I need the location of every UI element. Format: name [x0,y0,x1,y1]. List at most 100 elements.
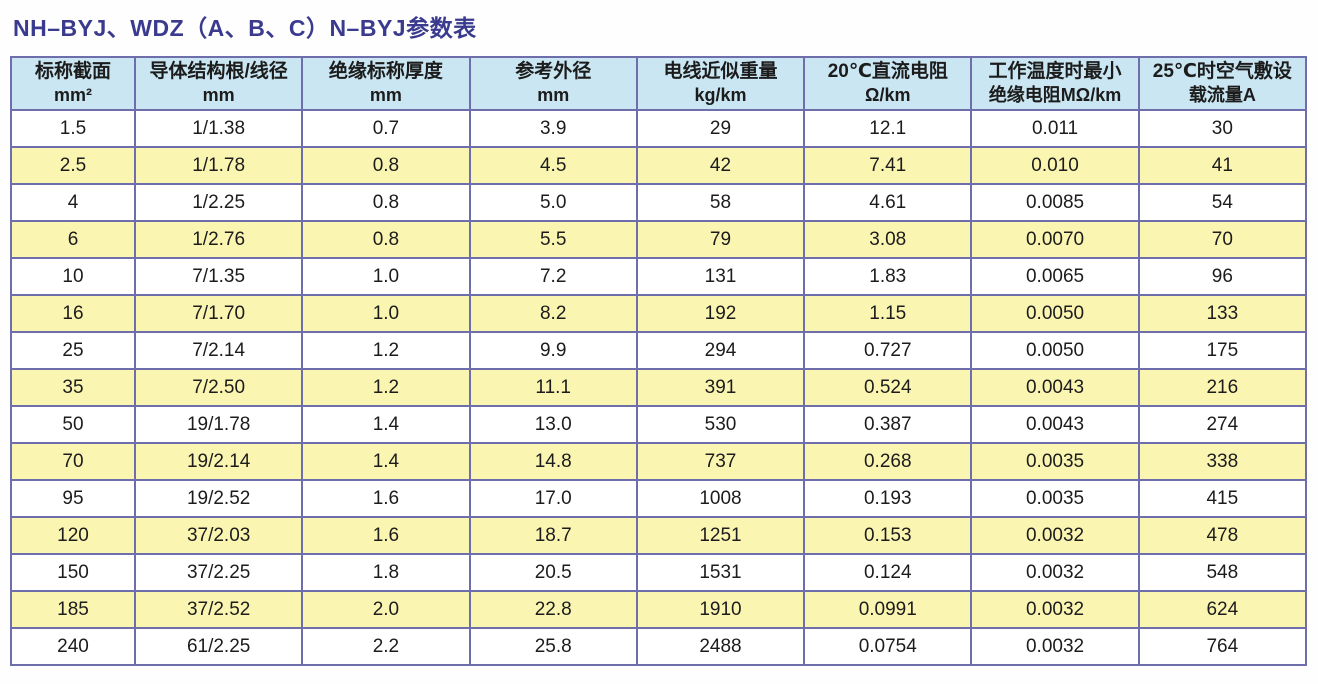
table-cell: 0.0035 [970,442,1140,481]
table-cell: 37/2.25 [133,553,304,592]
table-row: 4 1/2.25 0.8 5.0 58 4.61 0.0085 54 [10,183,1308,222]
column-header: 工作温度时最小 绝缘电阻MΩ/km [970,56,1140,111]
table-cell: 133 [1137,294,1308,333]
column-header-unit: mm [202,85,235,106]
table-cell: 0.524 [803,368,973,407]
parameters-table: 标称截面 mm² 导体结构根/线径 mm 绝缘标称厚度 mm 参考外径 mm 电线近似重量 kg/… [10,56,1308,666]
table-cell: 1.0 [301,294,471,333]
table-cell: 0.0991 [803,590,973,629]
table-row: 1.5 1/1.38 0.7 3.9 29 12.1 0.011 30 [10,109,1308,148]
table-cell: 7/1.70 [133,294,304,333]
column-header-name: 25℃时空气敷设 [1152,61,1292,83]
column-header-name: 导体结构根/线径 [149,61,288,83]
table-cell: 70 [1137,220,1308,259]
table-row: 35 7/2.50 1.2 11.1 391 0.524 0.0043 216 [10,368,1308,407]
column-header-unit: kg/km [694,85,747,106]
column-header: 25℃时空气敷设 载流量A [1137,56,1308,111]
table-cell: 764 [1137,627,1308,666]
table-cell: 6 [10,220,136,259]
table-cell: 79 [635,220,806,259]
table-cell: 216 [1137,368,1308,407]
table-row: 185 37/2.52 2.0 22.8 1910 0.0991 0.0032 624 [10,590,1308,629]
table-cell: 0.0043 [970,405,1140,444]
table-cell: 1/1.38 [133,109,304,148]
table-cell: 737 [635,442,806,481]
table-cell: 61/2.25 [133,627,304,666]
table-cell: 0.011 [970,109,1140,148]
column-header: 20℃直流电阻 Ω/km [803,56,973,111]
table-cell: 4.5 [468,146,638,185]
table-cell: 12.1 [803,109,973,148]
header-row: 标称截面 mm² 导体结构根/线径 mm 绝缘标称厚度 mm 参考外径 mm 电线近似重量 kg/… [10,56,1308,111]
table-cell: 0.8 [301,183,471,222]
column-header-name: 电线近似重量 [663,61,778,83]
table-cell: 0.0035 [970,479,1140,518]
column-header: 绝缘标称厚度 mm [301,56,471,111]
table-row: 150 37/2.25 1.8 20.5 1531 0.124 0.0032 548 [10,553,1308,592]
table-cell: 0.0754 [803,627,973,666]
column-header-unit: 载流量A [1188,85,1256,106]
column-header: 电线近似重量 kg/km [635,56,806,111]
table-cell: 240 [10,627,136,666]
table-cell: 3.9 [468,109,638,148]
table-cell: 7/1.35 [133,257,304,296]
table-cell: 548 [1137,553,1308,592]
table-cell: 338 [1137,442,1308,481]
table-cell: 0.010 [970,146,1140,185]
table-cell: 1/1.78 [133,146,304,185]
column-header: 导体结构根/线径 mm [133,56,304,111]
table-cell: 8.2 [468,294,638,333]
table-cell: 1.2 [301,331,471,370]
table-cell: 1008 [635,479,806,518]
table-cell: 19/2.14 [133,442,304,481]
column-header-name: 工作温度时最小 [988,61,1122,83]
column-header-unit: 绝缘电阻MΩ/km [988,85,1122,106]
column-header: 参考外径 mm [468,56,638,111]
table-cell: 0.7 [301,109,471,148]
column-header-name: 标称截面 [34,61,111,83]
column-header-unit: mm [537,85,570,106]
table-cell: 9.9 [468,331,638,370]
table-cell: 0.8 [301,146,471,185]
table-cell: 0.0032 [970,516,1140,555]
table-row: 120 37/2.03 1.6 18.7 1251 0.153 0.0032 478 [10,516,1308,555]
table-cell: 13.0 [468,405,638,444]
table-cell: 175 [1137,331,1308,370]
table-cell: 5.5 [468,220,638,259]
table-cell: 120 [10,516,136,555]
column-header-unit: Ω/km [865,85,911,106]
table-cell: 294 [635,331,806,370]
table-cell: 35 [10,368,136,407]
table-cell: 1.4 [301,405,471,444]
table-cell: 4 [10,183,136,222]
table-row: 10 7/1.35 1.0 7.2 131 1.83 0.0065 96 [10,257,1308,296]
table-cell: 274 [1137,405,1308,444]
table-cell: 22.8 [468,590,638,629]
table-cell: 96 [1137,257,1308,296]
table-cell: 1/2.76 [133,220,304,259]
table-cell: 18.7 [468,516,638,555]
table-row: 25 7/2.14 1.2 9.9 294 0.727 0.0050 175 [10,331,1308,370]
table-cell: 0.124 [803,553,973,592]
table-header: 标称截面 mm² 导体结构根/线径 mm 绝缘标称厚度 mm 参考外径 mm 电线近似重量 kg/… [10,56,1308,111]
table-cell: 185 [10,590,136,629]
table-cell: 1.0 [301,257,471,296]
table-cell: 54 [1137,183,1308,222]
table-cell: 0.193 [803,479,973,518]
table-row: 70 19/2.14 1.4 14.8 737 0.268 0.0035 338 [10,442,1308,481]
table-cell: 1910 [635,590,806,629]
table-cell: 2.0 [301,590,471,629]
table-cell: 1.6 [301,516,471,555]
table-body: 1.5 1/1.38 0.7 3.9 29 12.1 0.011 30 2.5 1/1.78 0.8… [10,109,1308,666]
table-row: 16 7/1.70 1.0 8.2 192 1.15 0.0050 133 [10,294,1308,333]
column-header-name: 绝缘标称厚度 [328,61,443,83]
table-cell: 70 [10,442,136,481]
table-cell: 0.0032 [970,627,1140,666]
table-row: 2.5 1/1.78 0.8 4.5 42 7.41 0.010 41 [10,146,1308,185]
table-row: 50 19/1.78 1.4 13.0 530 0.387 0.0043 274 [10,405,1308,444]
table-cell: 0.387 [803,405,973,444]
table-cell: 0.0065 [970,257,1140,296]
table-cell: 0.153 [803,516,973,555]
table-cell: 14.8 [468,442,638,481]
table-cell: 0.8 [301,220,471,259]
